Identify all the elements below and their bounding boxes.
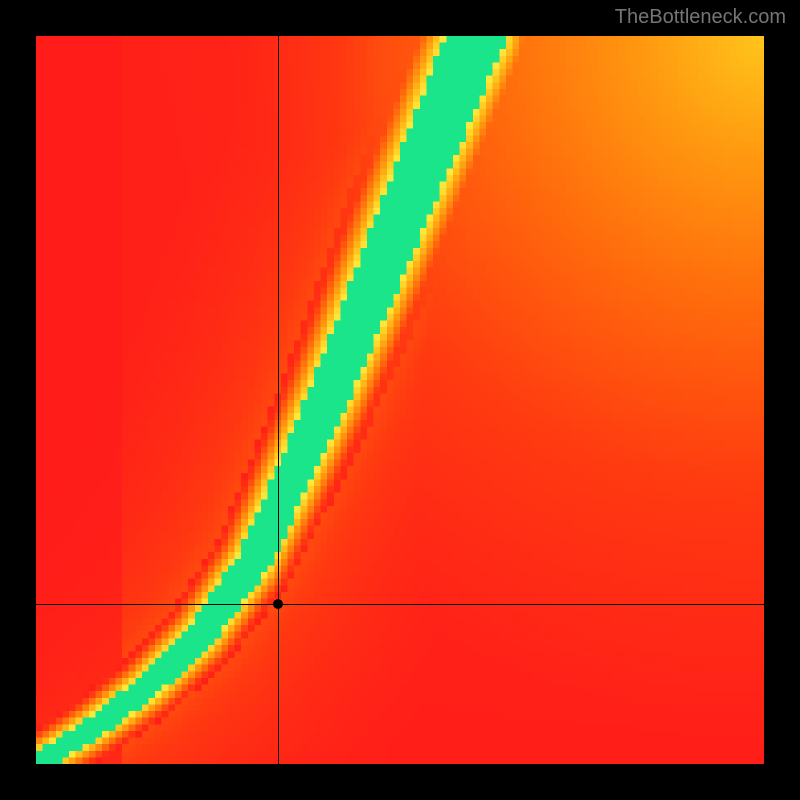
crosshair-vertical: [278, 36, 279, 764]
heatmap-plot: [36, 36, 764, 764]
heatmap-canvas: [36, 36, 764, 764]
crosshair-horizontal: [36, 604, 764, 605]
crosshair-marker: [273, 599, 283, 609]
watermark-text: TheBottleneck.com: [615, 6, 786, 29]
